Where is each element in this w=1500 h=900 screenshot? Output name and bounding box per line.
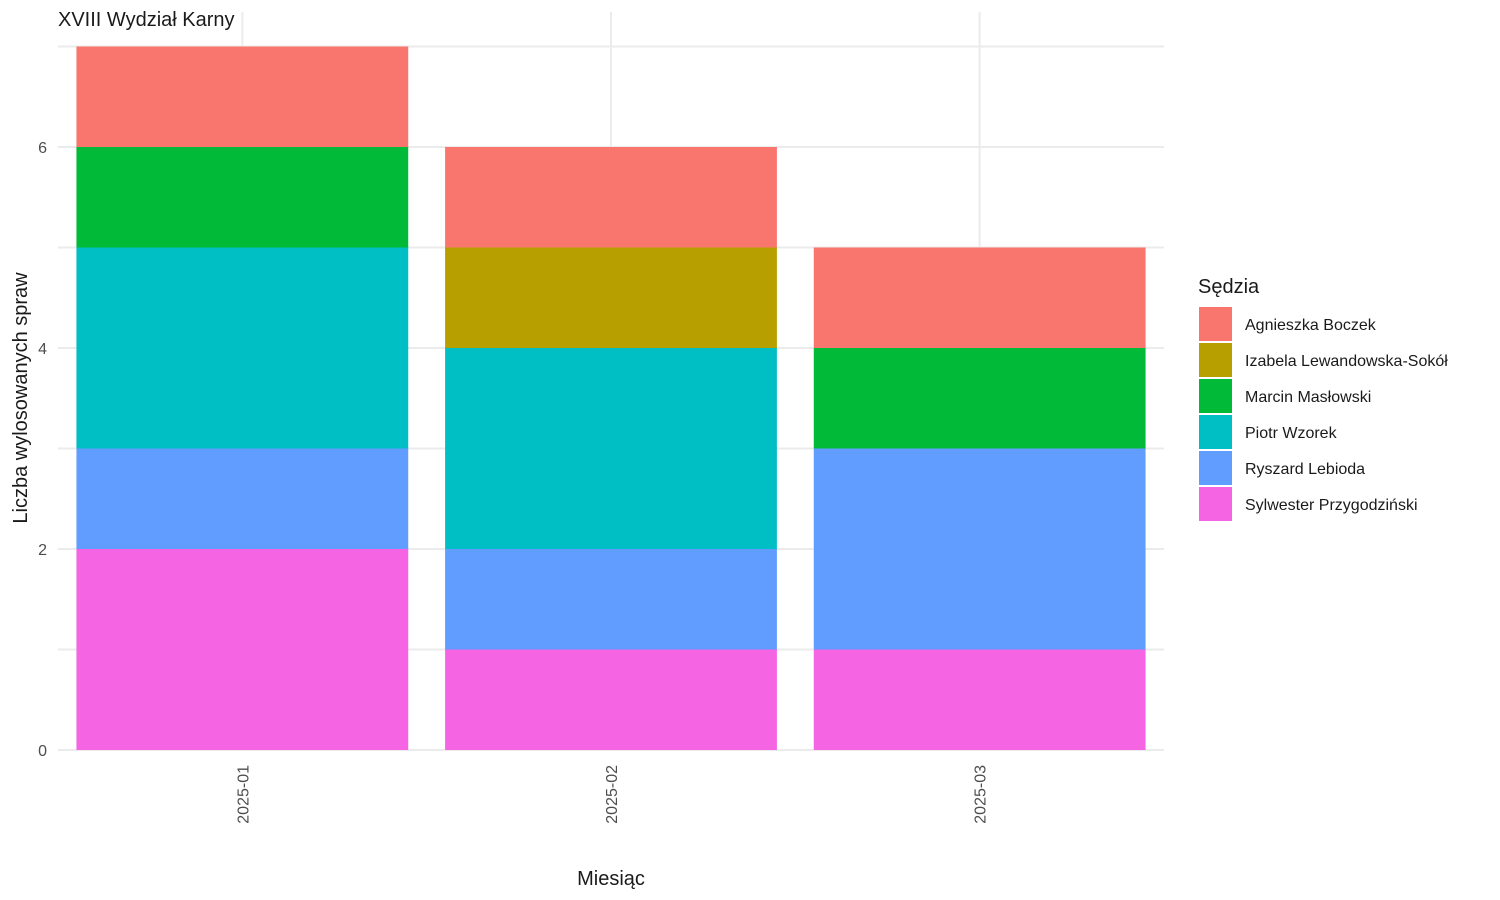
legend-items: Agnieszka Boczek Izabela Lewandowska-Sokó… [1199,307,1448,521]
legend-title: Sędzia [1198,276,1260,298]
y-tick-label: 2 [38,542,47,559]
legend-label: Marcin Masłowski [1245,389,1371,406]
y-axis-ticks: 0 2 4 6 [38,140,47,760]
legend-key [1199,451,1232,485]
legend-key [1199,379,1232,413]
bar-segment [813,247,1146,348]
bar-segment [813,649,1146,750]
bar-segment [813,448,1146,650]
bar-segment [76,448,409,549]
bar-segment [76,46,409,147]
legend-label: Piotr Wzorek [1245,425,1338,442]
x-axis-title: Miesiąc [577,868,645,890]
bar-segment [445,549,777,650]
bar-segment [445,348,777,549]
y-tick-label: 6 [38,140,47,157]
x-tick-label: 2025-02 [604,765,621,824]
legend-label: Izabela Lewandowska-Sokół [1245,353,1448,370]
legend-key [1199,307,1232,341]
y-tick-label: 4 [38,341,47,358]
legend: Sędzia Agnieszka Boczek Izabela Lewandows… [1198,276,1448,521]
legend-label: Agnieszka Boczek [1245,317,1377,334]
bar-segment [445,649,777,750]
x-tick-label: 2025-03 [973,765,990,824]
bar-segment [445,247,777,348]
bar-segment [76,247,409,449]
bar-segment [445,147,777,248]
x-axis-ticks: 2025-01 2025-02 2025-03 [235,765,989,824]
bar-segment [76,147,409,248]
legend-key [1199,415,1232,449]
bar-segment [76,549,409,750]
legend-key [1199,343,1232,377]
bar-segment [813,348,1146,449]
x-tick-label: 2025-01 [235,765,252,824]
legend-key [1199,487,1232,521]
legend-label: Ryszard Lebioda [1245,461,1365,478]
legend-label: Sylwester Przygodziński [1245,497,1418,514]
y-axis-title: Liczba wylosowanych spraw [10,272,32,524]
bars [76,46,1146,750]
y-tick-label: 0 [38,743,47,760]
chart-title: XVIII Wydział Karny [58,9,235,31]
